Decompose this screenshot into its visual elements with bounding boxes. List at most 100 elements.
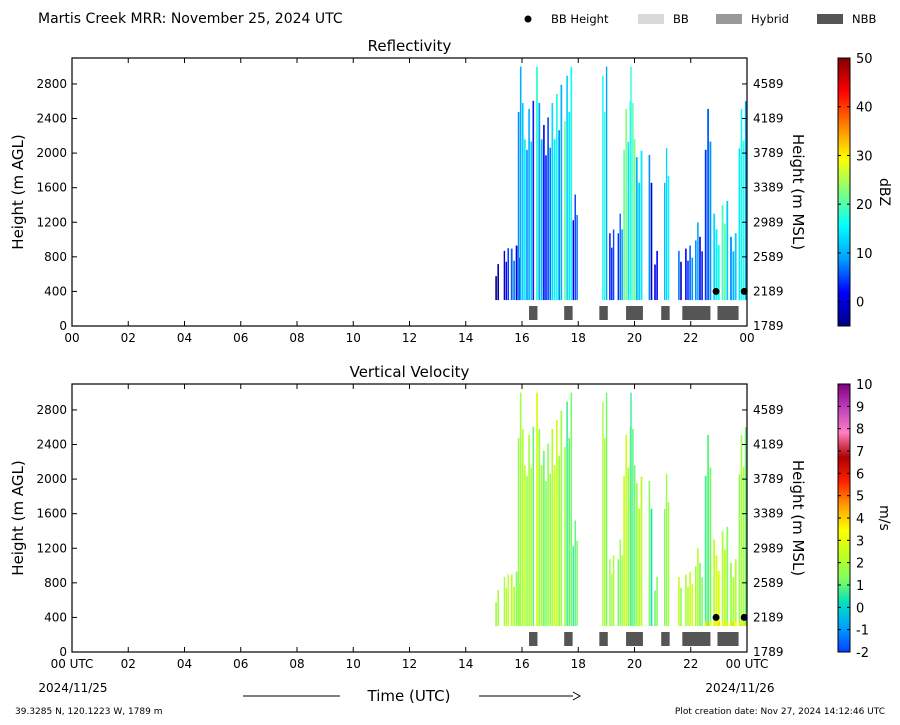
- surface-max-streak: [713, 621, 716, 626]
- y-tick-label: 1600: [36, 507, 67, 521]
- bb-type-bar: [564, 632, 573, 646]
- echo-streak: [630, 392, 632, 626]
- echo-streak: [604, 112, 606, 300]
- echo-streak: [524, 139, 526, 301]
- plot-background: [72, 384, 747, 652]
- echo-streak: [650, 508, 653, 626]
- colorbar-tick-label: 1: [856, 579, 864, 594]
- echo-streak: [495, 276, 497, 301]
- echo-streak: [572, 220, 574, 301]
- echo-streak: [632, 103, 634, 301]
- echo-streak: [617, 559, 619, 627]
- echo-streak: [605, 66, 608, 300]
- echo-streak: [664, 508, 666, 626]
- echo-streak: [687, 260, 689, 300]
- echo-streak: [685, 248, 687, 300]
- echo-streak: [547, 443, 549, 626]
- bb-type-bar: [529, 632, 538, 646]
- y-right-tick-label: 2989: [753, 215, 784, 229]
- echo-streak: [505, 587, 507, 627]
- bb-type-bar: [661, 306, 670, 320]
- echo-streak: [634, 139, 636, 301]
- colorbar-label: m/s: [876, 505, 892, 531]
- x-tick-label: 00: [64, 331, 79, 345]
- echo-streak: [564, 121, 566, 301]
- bb-type-bar: [529, 306, 538, 320]
- echo-streak: [495, 602, 497, 627]
- echo-streak: [611, 247, 613, 301]
- echo-streak: [689, 245, 691, 301]
- echo-layer: [495, 66, 747, 301]
- echo-streak: [570, 66, 573, 300]
- x-tick-label: 08: [289, 657, 304, 671]
- creation-date-text: Plot creation date: Nov 27, 2024 14:12:4…: [675, 707, 885, 717]
- echo-streak: [612, 229, 615, 300]
- echo-streak: [695, 240, 697, 301]
- echo-streak: [721, 205, 724, 301]
- echo-streak: [701, 577, 703, 627]
- echo-streak: [545, 481, 547, 627]
- x-tick-label: 16: [514, 331, 529, 345]
- colorbar-tick-label: 8: [856, 423, 864, 438]
- echo-streak: [656, 576, 658, 626]
- echo-streak: [543, 451, 545, 627]
- echo-streak: [507, 574, 509, 627]
- echo-streak: [650, 182, 653, 300]
- echo-streak: [742, 140, 745, 301]
- colorbar-tick-label: -1: [856, 624, 869, 639]
- x-tick-label: 18: [571, 657, 586, 671]
- y-axis-label: Height (m AGL): [9, 460, 27, 575]
- echo-streak: [560, 84, 563, 301]
- echo-streak: [625, 108, 627, 301]
- legend-swatch: [638, 14, 664, 24]
- echo-streak: [724, 549, 726, 627]
- echo-streak: [640, 150, 643, 301]
- echo-streak: [648, 155, 651, 301]
- echo-streak: [678, 576, 680, 626]
- time-arrow-head-icon: [572, 691, 582, 701]
- y-right-tick-label: 4589: [753, 77, 784, 91]
- echo-streak: [574, 520, 576, 627]
- echo-streak: [510, 574, 513, 626]
- echo-streak: [635, 483, 638, 627]
- x-tick-label: 04: [177, 331, 192, 345]
- y-right-tick-label: 3389: [753, 181, 784, 195]
- echo-streak: [697, 548, 699, 627]
- echo-streak: [572, 546, 574, 627]
- echo-streak: [543, 125, 545, 301]
- echo-streak: [530, 141, 532, 301]
- surface-max-streak: [717, 621, 720, 626]
- echo-streak: [715, 555, 718, 626]
- y-tick-label: 1200: [36, 215, 67, 229]
- echo-streak: [654, 264, 656, 300]
- echo-streak: [545, 155, 547, 301]
- echo-streak: [519, 66, 522, 300]
- echo-streak: [510, 248, 513, 300]
- bb-type-bar: [599, 632, 608, 646]
- echo-streak: [713, 213, 716, 301]
- echo-streak: [740, 109, 743, 301]
- echo-streak: [689, 571, 691, 627]
- echo-streak: [665, 148, 668, 300]
- echo-streak: [634, 465, 636, 627]
- surface-max-streak: [734, 621, 737, 626]
- echo-streak: [556, 93, 558, 301]
- echo-streak: [654, 590, 656, 626]
- bb-type-bar: [626, 632, 643, 646]
- echo-streak: [564, 447, 566, 627]
- echo-streak: [732, 577, 735, 627]
- echo-streak: [617, 233, 619, 301]
- echo-streak: [536, 66, 538, 300]
- x-tick-label: 22: [683, 657, 698, 671]
- colorbar-tick-label: 40: [856, 101, 873, 116]
- echo-streak: [505, 261, 507, 301]
- bb-height-dot: [712, 613, 720, 621]
- echo-streak: [602, 401, 604, 626]
- echo-streak: [549, 473, 551, 627]
- echo-streak: [638, 508, 641, 627]
- date-left-label: 2024/11/25: [38, 681, 107, 695]
- y-axis-label: Height (m AGL): [9, 134, 27, 249]
- legend-label: BB Height: [551, 12, 609, 26]
